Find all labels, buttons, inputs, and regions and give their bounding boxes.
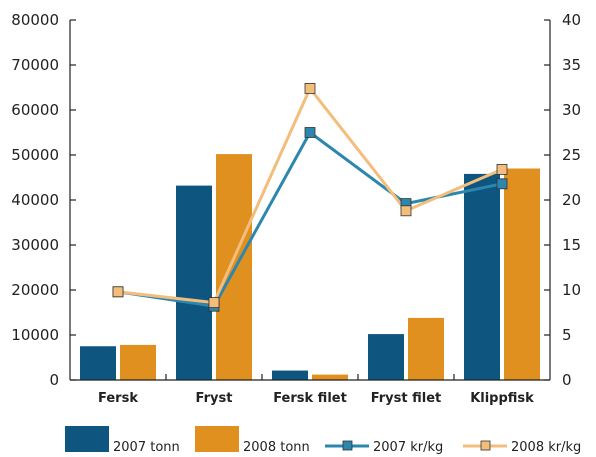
right-tick-label: 10 (562, 281, 581, 299)
bar-2007-tonn-2 (272, 370, 308, 380)
category-label: Klippfisk (470, 391, 534, 406)
bar-layer (80, 154, 540, 380)
point-2008-kr/kg-3 (400, 205, 412, 217)
right-tick-label: 30 (562, 101, 581, 119)
category-label: Fersk (98, 391, 138, 406)
point-2008-kr/kg-1 (208, 297, 220, 309)
left-tick-label: 60000 (11, 101, 59, 119)
left-tick-label: 30000 (11, 236, 59, 254)
legend-marker (480, 440, 491, 451)
left-tick-label: 70000 (11, 56, 59, 74)
left-tick-label: 10000 (11, 326, 59, 344)
left-tick-label: 40000 (11, 191, 59, 209)
legend-label: 2007 kr/kg (373, 440, 443, 455)
bar-2008-tonn-3 (408, 317, 444, 380)
bar-2008-tonn-2 (312, 374, 348, 380)
legend: 2007 tonn 2008 tonn 2007 kr/kg 2008 kr/kg (65, 426, 581, 455)
right-tick-label: 0 (562, 371, 572, 389)
legend-label: 2007 tonn (113, 440, 180, 455)
right-tick-label: 35 (562, 56, 581, 74)
bar-2007-tonn-1 (176, 185, 212, 380)
category-label: Fryst (196, 391, 233, 406)
category-label: Fersk filet (273, 391, 347, 406)
point-2008-kr/kg-4 (496, 163, 508, 175)
point-2007-kr/kg-2 (304, 127, 316, 138)
legend-swatch (65, 426, 109, 452)
point-2007-kr/kg-4 (496, 178, 508, 190)
category-label: Fryst filet (371, 391, 442, 406)
bar-2007-tonn-3 (368, 334, 404, 380)
right-tick-label: 40 (562, 11, 581, 29)
left-tick-label: 80000 (11, 11, 59, 29)
right-tick-label: 20 (562, 191, 581, 209)
left-tick-label: 20000 (11, 281, 59, 299)
axes-layer: 0 10000 20000 30000 40000 50000 60000 70000 8000… (11, 11, 581, 406)
left-tick-label: 0 (49, 371, 59, 389)
bar-2008-tonn-4 (504, 168, 540, 380)
legend-swatch (195, 426, 239, 452)
legend-label: 2008 tonn (243, 440, 310, 455)
point-2008-kr/kg-2 (304, 83, 316, 94)
line-2007-kr/kg (117, 131, 503, 308)
right-tick-label: 15 (562, 236, 581, 254)
line-2008-kr/kg (117, 86, 503, 305)
legend-label: 2008 kr/kg (511, 440, 581, 455)
point-2008-kr/kg-0 (112, 286, 124, 298)
line-layer (112, 83, 508, 312)
bar-2007-tonn-0 (80, 346, 116, 380)
left-tick-label: 50000 (11, 146, 59, 164)
legend-marker (342, 440, 353, 451)
bar-2008-tonn-0 (120, 344, 156, 380)
bar-2007-tonn-4 (464, 173, 500, 380)
right-tick-label: 25 (562, 146, 581, 164)
right-tick-label: 5 (562, 326, 572, 344)
